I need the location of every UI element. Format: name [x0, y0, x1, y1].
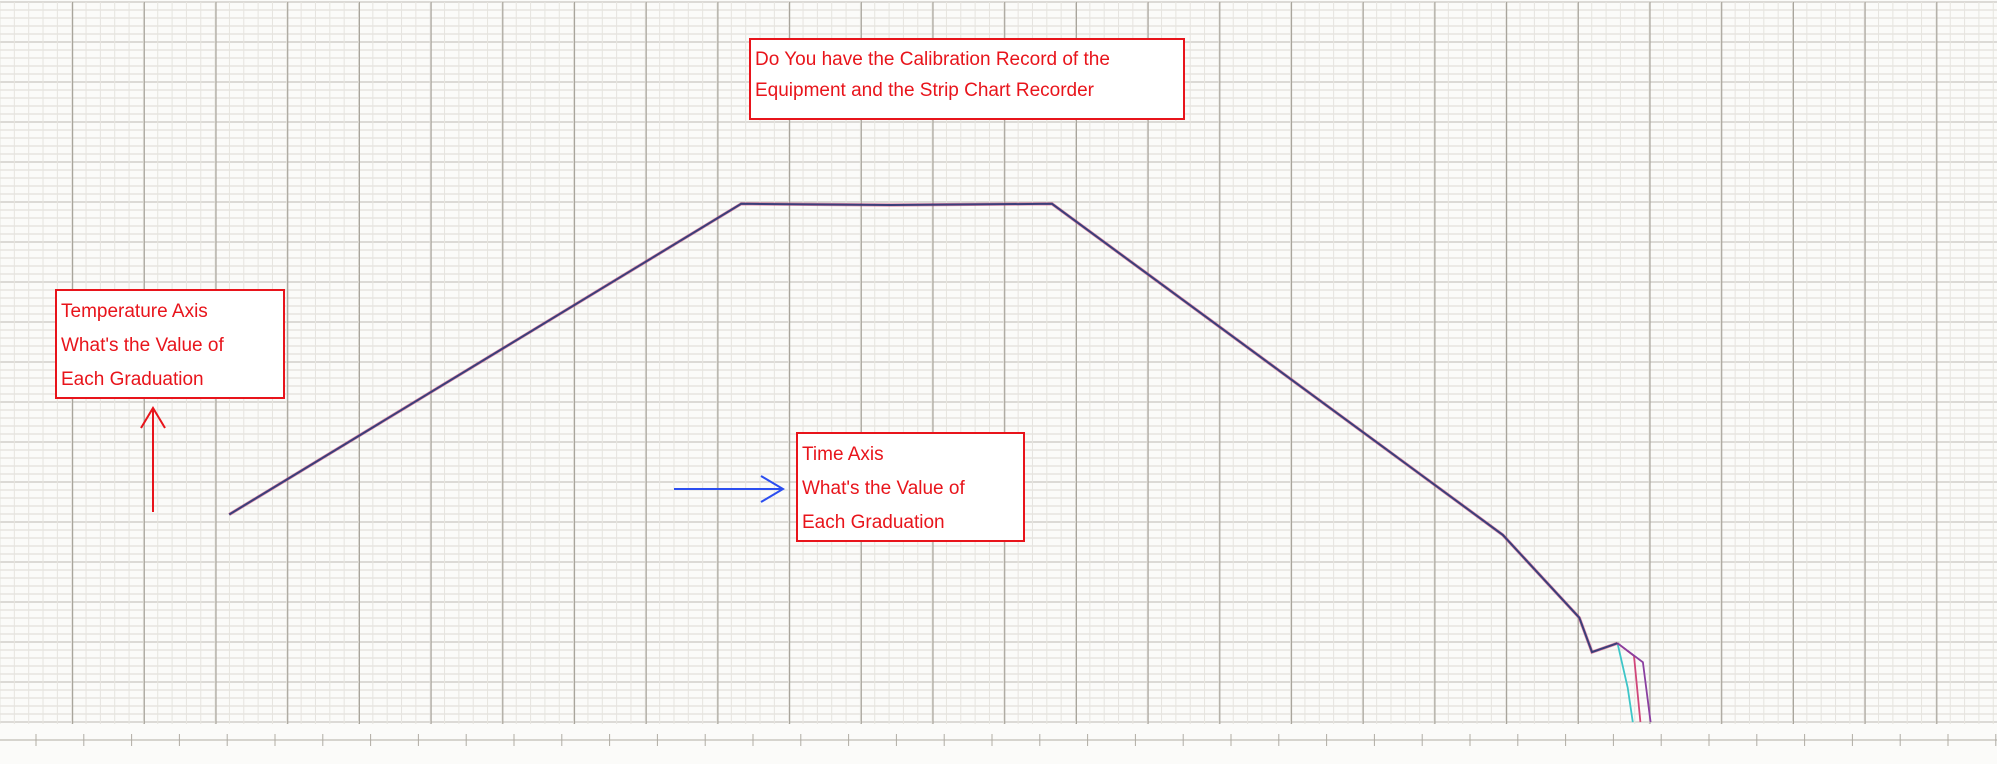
temperature-axis-note: Temperature Axis What's the Value of Eac…	[55, 289, 285, 399]
note-line: Do You have the Calibration Record of th…	[755, 44, 1179, 75]
trace-tail	[1618, 643, 1633, 722]
note-line: Equipment and the Strip Chart Recorder	[755, 75, 1179, 106]
note-line: Time Axis	[802, 438, 1019, 472]
note-line: Each Graduation	[802, 506, 1019, 540]
page: Do You have the Calibration Record of th…	[0, 0, 1997, 764]
time-axis-note: Time Axis What's the Value of Each Gradu…	[796, 432, 1025, 542]
note-line: Temperature Axis	[61, 295, 279, 329]
note-line: Each Graduation	[61, 363, 279, 397]
trace-tail	[1618, 643, 1651, 722]
trace	[229, 204, 1617, 652]
note-line: What's the Value of	[61, 329, 279, 363]
calibration-note: Do You have the Calibration Record of th…	[749, 38, 1185, 120]
note-line: What's the Value of	[802, 472, 1019, 506]
trace	[229, 204, 1617, 652]
